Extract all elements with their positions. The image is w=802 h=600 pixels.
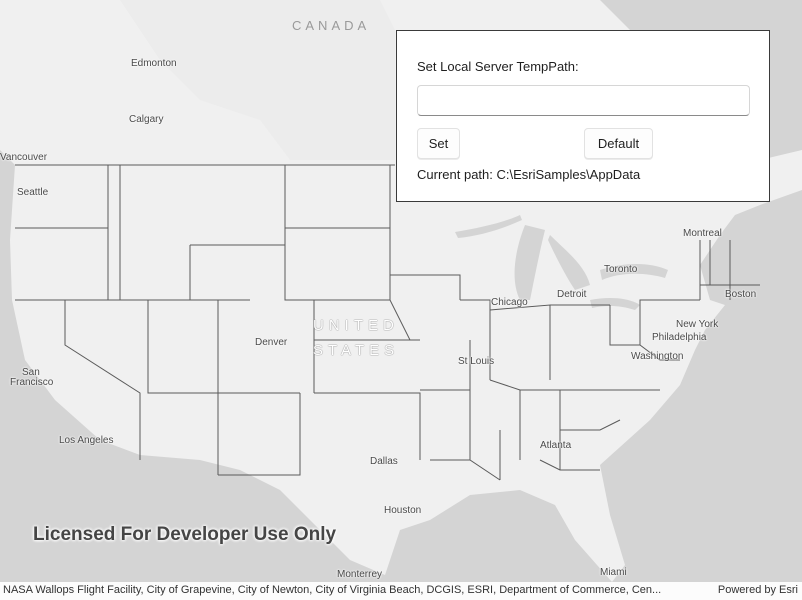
- attribution-bar: NASA Wallops Flight Facility, City of Gr…: [0, 582, 802, 600]
- city-label-detroit: Detroit: [557, 289, 587, 300]
- country-label-states: STATES: [313, 342, 400, 359]
- temppath-input[interactable]: [417, 85, 750, 116]
- city-label-san-francisco-2: Francisco: [10, 377, 54, 388]
- city-label-boston: Boston: [725, 289, 757, 300]
- city-label-new-york: New York: [676, 319, 719, 330]
- city-label-los-angeles: Los Angeles: [59, 435, 114, 446]
- temppath-panel: Set Local Server TempPath: Set Default C…: [396, 30, 770, 202]
- city-label-san-francisco-1: San: [22, 367, 40, 378]
- city-label-washington: Washington: [631, 351, 684, 362]
- city-label-monterrey: Monterrey: [337, 569, 383, 580]
- city-label-vancouver: Vancouver: [0, 152, 48, 163]
- default-button[interactable]: Default: [584, 128, 653, 159]
- city-label-chicago: Chicago: [491, 297, 528, 308]
- city-label-houston: Houston: [384, 505, 422, 516]
- attribution-text[interactable]: NASA Wallops Flight Facility, City of Gr…: [3, 584, 662, 596]
- city-label-calgary: Calgary: [129, 114, 164, 125]
- set-button[interactable]: Set: [417, 128, 460, 159]
- city-label-toronto: Toronto: [604, 264, 638, 275]
- current-path-text: Current path: C:\EsriSamples\AppData: [417, 167, 641, 182]
- city-label-atlanta: Atlanta: [540, 440, 572, 451]
- city-label-miami: Miami: [600, 567, 627, 578]
- city-label-seattle: Seattle: [17, 187, 49, 198]
- city-label-st-louis: St Louis: [458, 356, 495, 367]
- country-label-united: UNITED: [313, 317, 399, 334]
- city-label-philadelphia: Philadelphia: [652, 332, 707, 343]
- country-label-canada: CANADA: [292, 18, 371, 33]
- developer-license-watermark: Licensed For Developer Use Only: [33, 524, 337, 545]
- city-label-edmonton: Edmonton: [131, 58, 177, 69]
- city-label-denver: Denver: [255, 337, 288, 348]
- powered-by-esri[interactable]: Powered by Esri: [717, 584, 798, 596]
- city-label-dallas: Dallas: [370, 456, 398, 467]
- city-label-montreal: Montreal: [683, 228, 722, 239]
- temppath-label: Set Local Server TempPath:: [417, 59, 579, 74]
